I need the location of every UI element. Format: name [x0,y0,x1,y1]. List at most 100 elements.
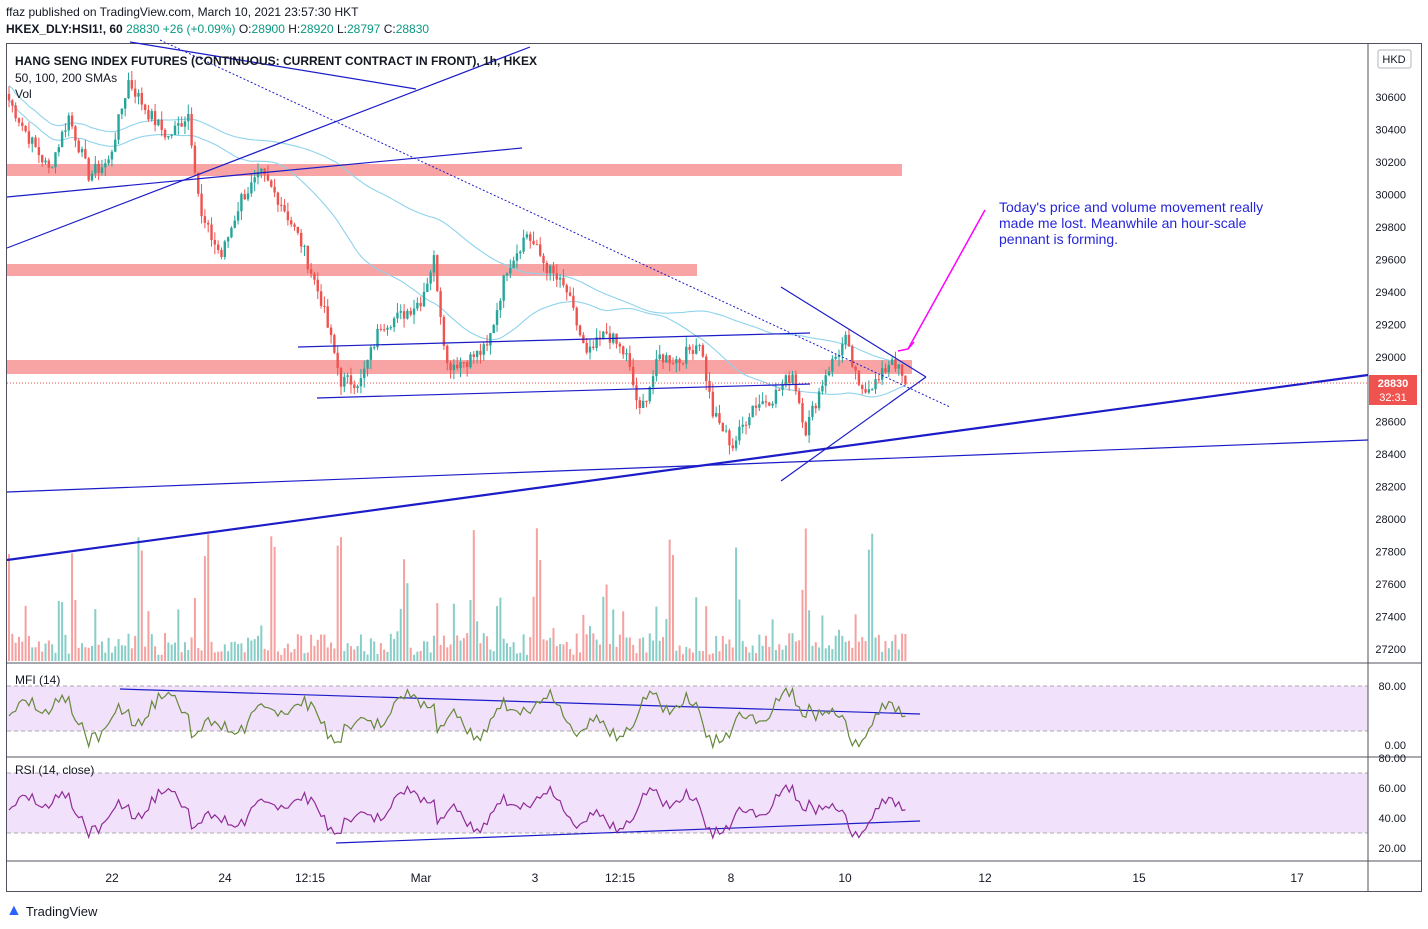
candle-body [250,182,253,194]
volume-bar [565,641,568,661]
candle-body [246,193,250,200]
volume-bar [818,647,821,661]
candle-body [658,354,661,360]
sma-50-line [8,99,906,398]
tradingview-logo-icon: ▲ [6,902,22,919]
volume-bar [851,647,854,661]
trendline-top-left-1[interactable] [129,41,417,90]
candle-body [648,387,651,402]
candle-body [847,334,851,347]
candle-body [180,123,183,127]
candle-body [7,93,11,101]
candle-body [306,245,309,270]
candle-body [382,329,386,331]
candle-body [668,355,671,364]
sma-label: 50, 100, 200 SMAs [15,71,117,85]
candle-body [887,365,890,373]
candle-body [774,389,778,404]
trendline-major-support[interactable] [6,373,1369,562]
candle-body [392,318,396,328]
candle-body [665,355,668,363]
volume-bar [884,641,887,661]
volume-bar [140,550,143,661]
vol-label: Vol [15,87,32,101]
volume-bar [306,652,309,661]
volume-bar [243,652,246,661]
volume-bar [874,637,877,661]
pennant-lower[interactable] [780,376,927,482]
volume-bar [655,606,658,661]
candle-body [369,347,373,360]
rsi-trendline[interactable] [335,820,921,844]
volume-bar [515,653,518,661]
rsi-band [7,773,1368,833]
trendline-horizontal-lower[interactable] [316,383,811,399]
candle-body [24,125,27,132]
volume-bar [396,631,399,661]
candle-body [572,295,575,308]
candle-body [602,331,605,339]
candle-body [100,167,104,173]
volume-bar [492,651,495,661]
candle-body [436,255,439,292]
candle-body [203,216,207,223]
volume-bar [200,650,203,661]
candle-body [698,345,701,347]
time-axis[interactable]: 22 24 12:15 Mar 3 12:15 8 10 12 15 17 [105,871,1304,885]
trendline-rising-1[interactable] [6,46,531,249]
volume-bar [157,654,160,661]
volume-bar [260,625,263,661]
volume-bar [509,646,512,661]
volume-bar [369,638,372,661]
footer[interactable]: ▲ TradingView [6,902,97,920]
candle-body [240,194,243,212]
time-tick: 22 [105,871,119,885]
volume-bar [552,628,555,661]
candle-body [34,137,37,148]
volume-bar [386,651,389,661]
trendline-long-support[interactable] [6,439,1369,493]
volume-bar [844,641,847,661]
volume-bar [466,633,469,661]
volume-bar [642,637,645,661]
trendline-dotted-descending[interactable] [159,39,951,408]
volume-bar [635,653,638,661]
volume-bar [861,637,864,661]
volume-bar [725,644,728,661]
candle-body [718,413,721,423]
zone-30150[interactable] [7,164,902,176]
volume-bar [110,652,113,661]
volume-bar [270,536,273,661]
volume-bar [525,654,528,661]
candle-body [641,400,645,409]
price-tick-27400: 27400 [1375,612,1406,624]
volume-bar [177,609,180,661]
candle-body [605,331,608,334]
candle-body [794,374,798,392]
volume-bar [34,647,37,661]
price-axis[interactable]: 30600 30400 30200 30000 29800 29600 29400 29200… [1375,92,1406,855]
volume-bar [413,654,416,661]
candle-body [552,265,555,274]
volume-bar [608,644,611,661]
volume-bar [828,645,831,661]
mfi-trendline[interactable] [119,688,921,715]
volume-bar [107,637,110,661]
candle-body [137,93,140,97]
candle-body [87,158,90,181]
volume-bar [502,638,505,661]
zone-29520[interactable] [7,264,697,276]
trendline-rising-2[interactable] [6,147,523,198]
currency-badge[interactable] [1377,49,1412,69]
change-label: +26 (+0.09%) [162,22,236,36]
pennant-upper[interactable] [780,286,927,378]
candle-body [539,244,542,256]
trendline-horizontal-upper[interactable] [297,332,811,348]
candle-body [456,364,459,369]
volume-bar [672,554,674,661]
volume-bar [117,639,120,661]
candle-body [728,430,731,446]
annotation-arrow-head [897,341,915,352]
candle-body [890,359,894,366]
